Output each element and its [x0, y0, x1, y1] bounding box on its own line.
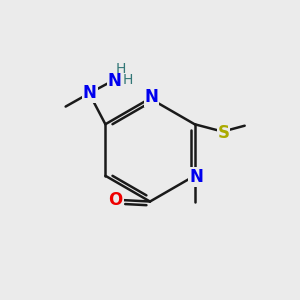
Text: N: N [145, 88, 158, 106]
Text: S: S [218, 124, 230, 142]
Text: O: O [108, 191, 123, 209]
Text: N: N [108, 72, 122, 90]
Text: H: H [116, 62, 126, 76]
Text: N: N [83, 84, 97, 102]
Text: H: H [122, 73, 133, 87]
Text: N: N [189, 168, 203, 186]
